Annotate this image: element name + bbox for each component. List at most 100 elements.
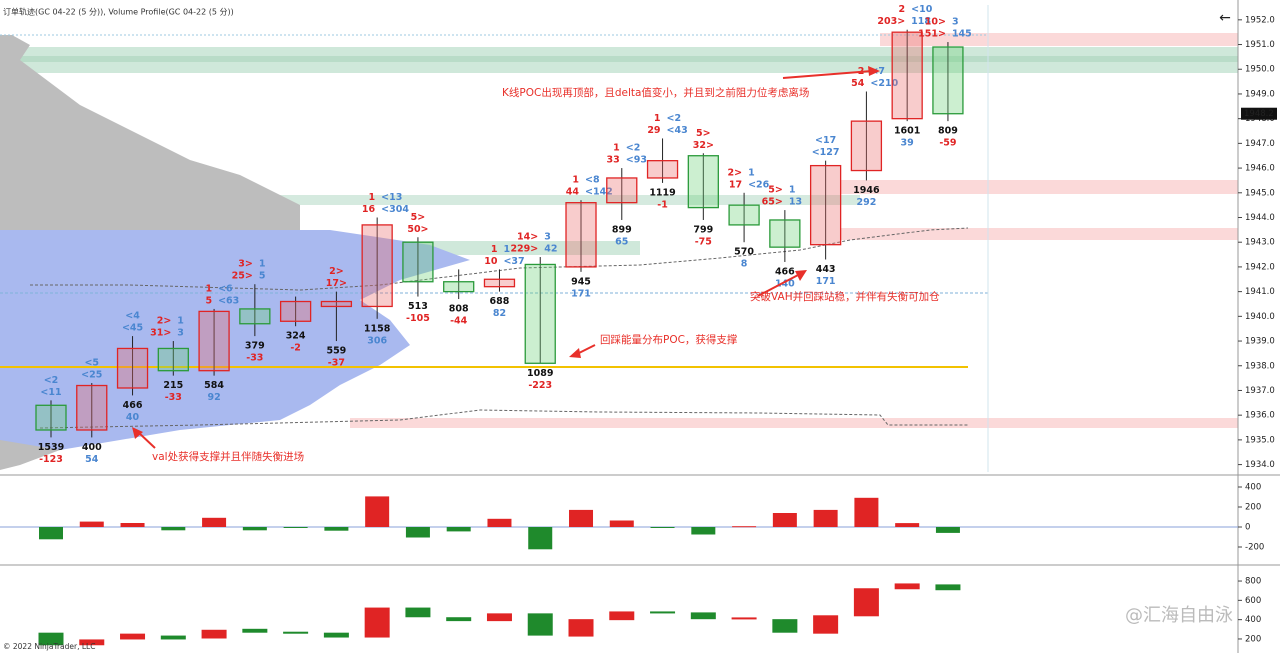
candle-body [687, 155, 719, 209]
candle-body [568, 619, 594, 637]
y-tick-label: 400 [1245, 483, 1261, 493]
candle-body [565, 202, 597, 268]
delta-bar [405, 527, 430, 538]
zone [840, 180, 1238, 194]
y-tick-label: 0 [1245, 523, 1250, 533]
volume-label: 443 [816, 264, 836, 275]
imbalance-label: <63 [218, 295, 239, 306]
imbalance-label: <26 [748, 179, 770, 190]
volume-label: 808 [449, 304, 469, 315]
delta-bar [79, 521, 104, 527]
delta-bar [813, 509, 838, 527]
delta-label: -105 [406, 313, 430, 324]
candle-body [361, 224, 393, 308]
imbalance-label: <25 [81, 370, 102, 381]
candle-body [402, 241, 434, 283]
candle-body [483, 278, 516, 288]
volume-profile [0, 440, 60, 470]
imbalance-label: <11 [40, 387, 61, 398]
imbalance-label: <43 [667, 125, 688, 136]
arrow [782, 70, 873, 79]
volume-label: 324 [286, 331, 306, 342]
imbalance-label: 25> [232, 271, 253, 282]
imbalance-label: 44 [566, 187, 580, 198]
volume-label: 584 [204, 380, 224, 391]
volume-label: 809 [938, 126, 958, 137]
delta-label: -37 [328, 358, 345, 369]
candle-body [850, 120, 883, 172]
zone [880, 33, 1238, 46]
imbalance-label: 1 [654, 113, 661, 124]
imbalance-label: 2> [329, 266, 344, 277]
y-tick-label: 1949.0 [1245, 89, 1275, 99]
imbalance-label: 10 [484, 256, 498, 267]
marks: 1934.0 1935.0 1936.0 1937.0 1938.0 1939.0 1940… [0, 4, 1277, 646]
delta-bar [609, 520, 634, 527]
volume-label: 1946 [853, 185, 880, 196]
imbalance-label: 65> [762, 197, 783, 208]
imbalance-label: 14> [517, 232, 538, 243]
volume-label: 1539 [38, 442, 64, 453]
candle-body [606, 177, 638, 204]
delta-bar [120, 523, 145, 527]
delta-label: -75 [695, 236, 712, 247]
arrow-head [868, 66, 880, 76]
imbalance-label: 5> [768, 185, 783, 196]
annotation: 突破VAH并回踩站稳，并伴有失衡可加仓 [750, 290, 940, 303]
imbalance-label: <13 [381, 192, 402, 203]
delta-label: -44 [450, 316, 468, 327]
zone [350, 418, 1238, 428]
imbalance-label: 1 [503, 244, 510, 255]
delta-label: -123 [39, 454, 63, 465]
volume-label: 1089 [527, 368, 553, 379]
imbalance-label: 3 [952, 17, 959, 28]
annotation: val处获得支撑并且伴随失衡进场 [152, 450, 304, 463]
imbalance-label: 3> [238, 259, 253, 270]
imbalance-label: 1 [177, 316, 184, 327]
imbalance-label: 29 [647, 125, 660, 136]
imbalance-label: <5 [84, 358, 99, 369]
imbalance-label: 1 [369, 192, 376, 203]
volume-label: 466 [123, 400, 143, 411]
delta-label: 140 [775, 278, 795, 289]
candle-body [446, 617, 472, 622]
y-tick-label: 1942.0 [1245, 262, 1275, 272]
candle-body [809, 164, 842, 246]
back-arrow[interactable]: ← [1219, 10, 1231, 26]
footer: © 2022 NinjaTrader, LLC [3, 642, 95, 651]
candle-body [120, 633, 146, 640]
candle-body [646, 160, 679, 179]
y-tick-label: 1945.0 [1245, 188, 1275, 198]
candle-body [405, 607, 431, 618]
imbalance-label: 1 [789, 185, 796, 196]
candle-body [609, 611, 635, 621]
delta-label: 292 [856, 197, 876, 208]
candle-body [157, 347, 189, 372]
candle-body [486, 613, 512, 622]
imbalance-label: 118 [911, 16, 931, 27]
volume-label: 513 [408, 301, 428, 312]
delta-label: 8 [741, 259, 748, 270]
arrow [576, 344, 596, 355]
delta-bar [732, 526, 757, 528]
delta-bar [242, 527, 267, 531]
imbalance-label: 54 [851, 78, 865, 89]
candle-body [116, 347, 149, 389]
step-line [30, 227, 969, 291]
delta-label: -33 [165, 392, 182, 403]
imbalance-label: 5 [205, 295, 212, 306]
y-tick-label: 1934.0 [1245, 460, 1275, 470]
delta-label: 306 [367, 335, 387, 346]
imbalance-label: 33 [607, 155, 620, 166]
zone [840, 228, 1238, 240]
volume-label: 215 [163, 380, 183, 391]
y-tick-label: 1937.0 [1245, 386, 1275, 396]
y-tick-label: 1944.0 [1245, 213, 1275, 223]
candle-body [242, 628, 268, 633]
delta-label: 39 [901, 138, 914, 149]
imbalance-label: <2 [667, 113, 682, 124]
imbalance-label: 203> [877, 16, 905, 27]
imbalance-label: 2> [157, 316, 172, 327]
delta-label: -2 [290, 343, 301, 354]
